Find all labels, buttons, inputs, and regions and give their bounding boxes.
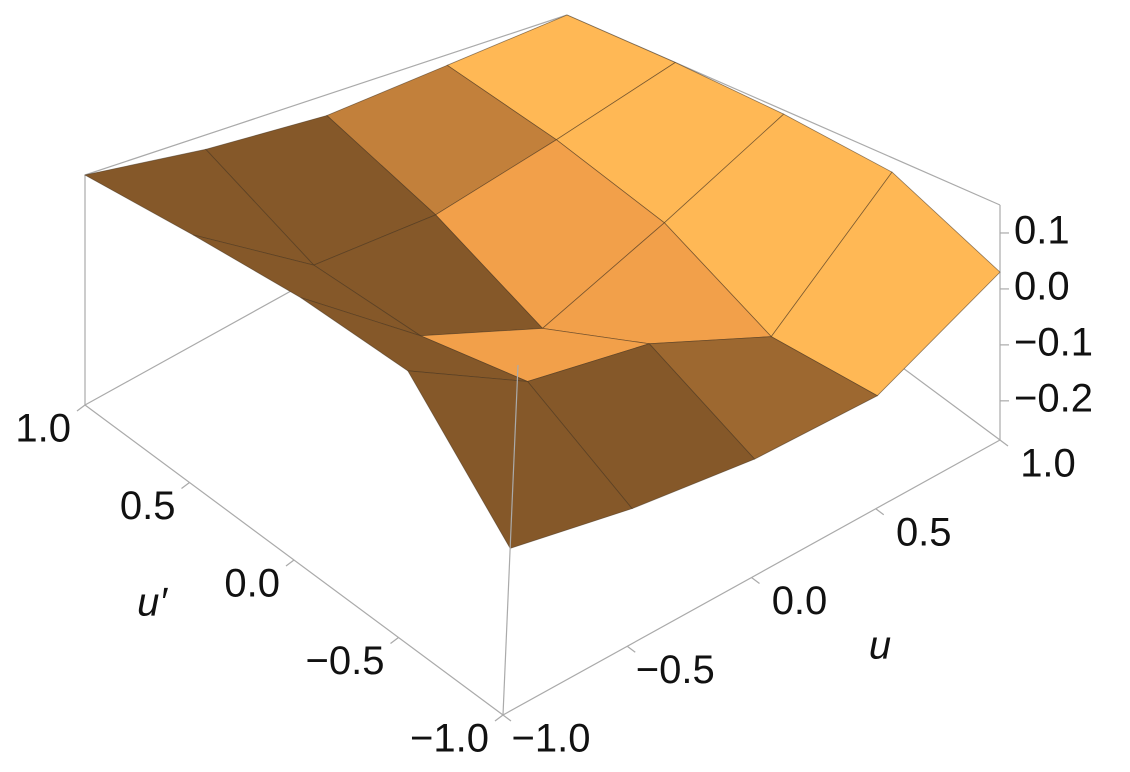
y-tick [181,482,190,489]
y-tick-label: 0.0 [224,562,280,606]
x-tick-label: 0.5 [896,510,952,554]
box-front: −1.0 −0.5 0.0 0.5 1.0 −1.0 −0.5 0.0 0.5 1.0 −0.2 −0… [15,209,1093,761]
z-tick-label: −0.1 [1014,320,1093,364]
z-tick-label: −0.2 [1014,376,1093,420]
x-tick [875,508,885,516]
y-tick-label: −0.5 [306,639,385,683]
x-tick-label: −0.5 [636,648,715,692]
x-tick-label: 0.0 [772,579,828,623]
x-tick [999,439,1009,447]
x-tick [751,577,760,584]
y-axis-label: u′ [137,581,168,625]
y-tick-label: 1.0 [15,407,71,451]
x-tick [626,645,636,653]
y-tick-label: 0.5 [120,484,176,528]
x-tick-label: 1.0 [1020,442,1076,486]
box-edge [84,14,568,176]
y-tick [285,559,295,567]
z-tick-label: 0.0 [1014,264,1070,308]
y-tick [76,404,86,412]
x-tick-label: −1.0 [512,717,591,761]
x-tick [502,714,512,722]
surface-patch [407,370,633,549]
surface [83,14,1001,549]
x-axis-label: u [869,624,891,668]
y-tick [390,637,399,644]
z-tick-label: 0.1 [1014,209,1070,253]
y-tick-label: −1.0 [410,717,489,761]
box-edge [502,364,519,716]
y-tick [494,714,504,722]
